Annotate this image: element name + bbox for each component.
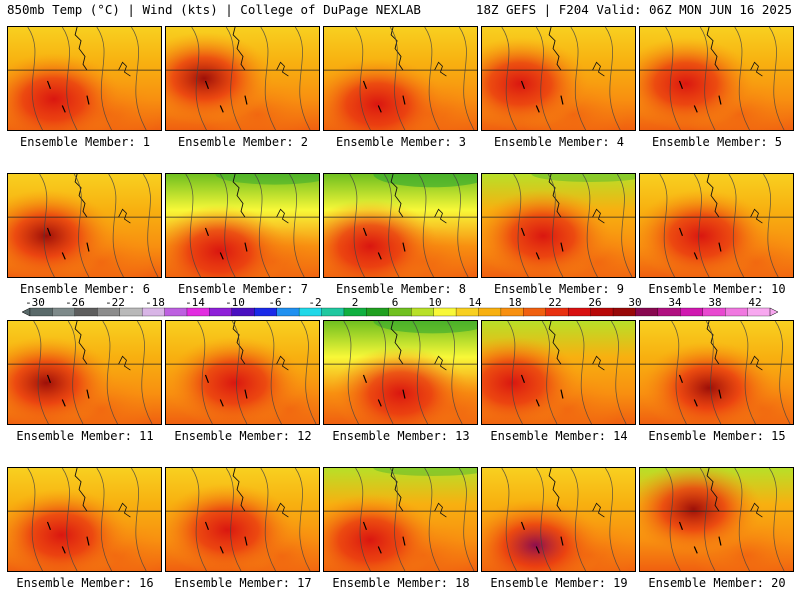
ensemble-member-label: Ensemble Member: 7 (177, 282, 309, 296)
colorbar-tick-label: -22 (105, 296, 125, 309)
ensemble-member-map (323, 26, 478, 131)
ensemble-member-map (639, 26, 794, 131)
colorbar-tick-label: -26 (65, 296, 85, 309)
ensemble-member-map (165, 173, 320, 278)
colorbar-tick-label: 18 (508, 296, 521, 309)
ensemble-member-label: Ensemble Member: 8 (335, 282, 467, 296)
colorbar-swatch (209, 307, 233, 317)
ensemble-member-map (7, 467, 162, 572)
ensemble-member-label: Ensemble Member: 19 (490, 576, 628, 590)
colorbar-swatch (612, 307, 636, 317)
colorbar-swatch (276, 307, 300, 317)
colorbar-tick-label: 14 (468, 296, 482, 309)
colorbar-swatch (321, 307, 345, 317)
colorbar-swatch (680, 307, 704, 317)
ensemble-member-map (165, 26, 320, 131)
temperature-colorbar: -30 -26 -22 -18 -14 -10 -6 -2 2 6 10 14 18 22 26 30 34 38… (0, 296, 800, 320)
colorbar-tick-label: 42 (748, 296, 761, 309)
colorbar-tick-label: -6 (268, 296, 281, 309)
ensemble-member-label: Ensemble Member: 5 (651, 135, 783, 149)
colorbar-tick-label: -14 (185, 296, 205, 309)
colorbar-min-arrow (21, 307, 31, 317)
ensemble-member-map (7, 320, 162, 425)
colorbar-swatch (478, 307, 502, 317)
colorbar-swatch (298, 307, 322, 317)
ensemble-member-label: Ensemble Member: 16 (16, 576, 154, 590)
ensemble-member-map (7, 26, 162, 131)
ensemble-member-map (165, 467, 320, 572)
colorbar-swatch (747, 307, 771, 317)
ensemble-member-label: Ensemble Member: 10 (648, 282, 786, 296)
colorbar-swatch (411, 307, 435, 317)
colorbar-swatch (74, 307, 98, 317)
ensemble-member-label: Ensemble Member: 15 (648, 429, 786, 443)
colorbar-swatch (725, 307, 749, 317)
ensemble-member-map (481, 467, 636, 572)
ensemble-member-label: Ensemble Member: 13 (332, 429, 470, 443)
colorbar-swatch (164, 307, 188, 317)
colorbar-swatch (186, 307, 210, 317)
ensemble-member-label: Ensemble Member: 17 (174, 576, 312, 590)
colorbar-swatch (545, 307, 569, 317)
ensemble-member-map (323, 320, 478, 425)
colorbar-tick-label: -18 (145, 296, 165, 309)
ensemble-member-map (323, 467, 478, 572)
colorbar-swatch (141, 307, 165, 317)
ensemble-member-label: Ensemble Member: 4 (493, 135, 625, 149)
colorbar-swatch (119, 307, 143, 317)
colorbar-tick-label: 2 (352, 296, 359, 309)
colorbar-tick-label: -30 (25, 296, 45, 309)
colorbar-swatch (97, 307, 121, 317)
colorbar-tick-label: 26 (588, 296, 601, 309)
ensemble-member-map (481, 320, 636, 425)
ensemble-member-map (639, 320, 794, 425)
colorbar-swatch (635, 307, 659, 317)
colorbar-swatch (590, 307, 614, 317)
ensemble-member-label: Ensemble Member: 11 (16, 429, 154, 443)
colorbar-swatch (343, 307, 367, 317)
map-title: 850mb Temp (°C) | Wind (kts) | College o… (7, 2, 421, 17)
colorbar-tick-label: 6 (392, 296, 399, 309)
ensemble-member-map (639, 467, 794, 572)
ensemble-member-label: Ensemble Member: 9 (493, 282, 625, 296)
ensemble-member-label: Ensemble Member: 12 (174, 429, 312, 443)
colorbar-swatch (52, 307, 76, 317)
colorbar-swatch (366, 307, 390, 317)
ensemble-member-label: Ensemble Member: 14 (490, 429, 628, 443)
colorbar-tick-label: 22 (548, 296, 561, 309)
ensemble-member-map (639, 173, 794, 278)
colorbar-swatch (388, 307, 412, 317)
ensemble-member-label: Ensemble Member: 1 (19, 135, 151, 149)
colorbar-swatch (254, 307, 278, 317)
model-run-valid-time: 18Z GEFS | F204 Valid: 06Z MON JUN 16 20… (475, 2, 792, 17)
ensemble-member-label: Ensemble Member: 20 (648, 576, 786, 590)
colorbar-tick-label: 30 (628, 296, 641, 309)
ensemble-member-map (481, 173, 636, 278)
colorbar-swatch (231, 307, 255, 317)
colorbar-swatch (657, 307, 681, 317)
ensemble-member-map (7, 173, 162, 278)
colorbar-swatch (500, 307, 524, 317)
colorbar-swatch (702, 307, 726, 317)
colorbar-tick-label: 34 (668, 296, 682, 309)
colorbar-tick-label: -10 (225, 296, 245, 309)
ensemble-member-label: Ensemble Member: 18 (332, 576, 470, 590)
ensemble-member-label: Ensemble Member: 6 (19, 282, 151, 296)
ensemble-member-label: Ensemble Member: 2 (177, 135, 309, 149)
ensemble-member-map (165, 320, 320, 425)
colorbar-tick-label: 10 (428, 296, 441, 309)
colorbar-swatch (455, 307, 479, 317)
colorbar-swatch (568, 307, 592, 317)
colorbar-tick-label: -2 (308, 296, 321, 309)
colorbar-swatch (433, 307, 457, 317)
colorbar-swatch (29, 307, 53, 317)
colorbar-swatch (523, 307, 547, 317)
ensemble-member-map (323, 173, 478, 278)
ensemble-member-label: Ensemble Member: 3 (335, 135, 467, 149)
colorbar-tick-label: 38 (708, 296, 721, 309)
ensemble-member-map (481, 26, 636, 131)
colorbar-max-arrow (769, 307, 779, 317)
